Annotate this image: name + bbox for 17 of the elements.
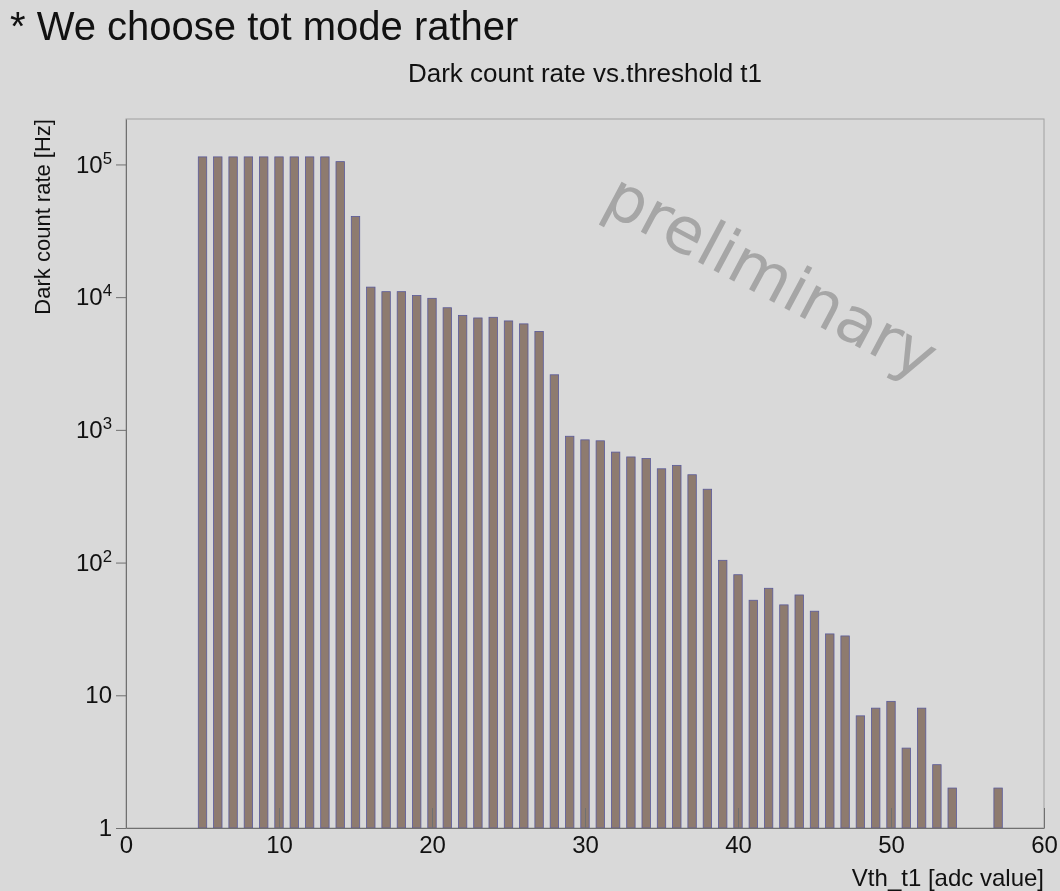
x-tick-label: 10	[266, 831, 293, 859]
y-tick-label: 10$^{2}$	[75, 546, 112, 576]
x-tick-label: 60	[1031, 831, 1058, 859]
x-tick-label: 50	[878, 831, 905, 859]
y-tick-label: 10$^{3}$	[75, 413, 112, 444]
x-tick-label: 0	[119, 831, 134, 859]
x-axis-title: Vth_t1 [adc value]	[851, 864, 1044, 891]
x-tick-label: 20	[419, 831, 446, 859]
y-tick-label: 10$^{5}$	[75, 148, 112, 178]
y-tick-label: 1	[98, 814, 112, 842]
text: * We choose tot mode rather	[10, 4, 519, 48]
y-axis-title: Dark count rate [Hz]	[30, 119, 55, 315]
y-tick-label: 10$^{4}$	[75, 280, 112, 311]
x-tick-label: 40	[725, 831, 752, 859]
y-tick-label: 10	[85, 681, 112, 709]
x-tick-label: 30	[572, 831, 599, 859]
chart-title: Dark count rate vs.threshold t1	[407, 58, 763, 88]
